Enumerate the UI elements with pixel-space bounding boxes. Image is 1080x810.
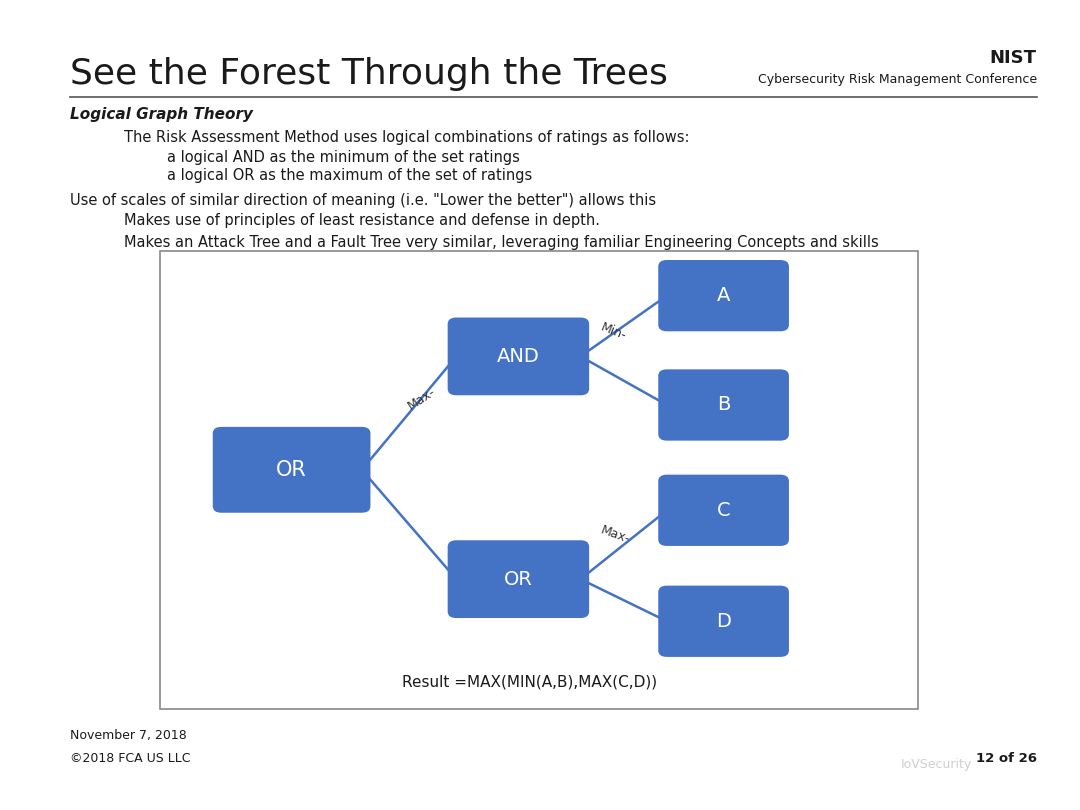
Text: Logical Graph Theory: Logical Graph Theory xyxy=(70,107,253,122)
Text: The Risk Assessment Method uses logical combinations of ratings as follows:: The Risk Assessment Method uses logical … xyxy=(124,130,690,145)
Text: Use of scales of similar direction of meaning (i.e. "Lower the better") allows t: Use of scales of similar direction of me… xyxy=(70,193,657,208)
Text: Min-: Min- xyxy=(598,321,627,343)
FancyBboxPatch shape xyxy=(213,427,370,513)
Text: a logical AND as the minimum of the set ratings: a logical AND as the minimum of the set … xyxy=(167,150,521,165)
FancyBboxPatch shape xyxy=(659,369,788,441)
FancyBboxPatch shape xyxy=(659,475,788,546)
Text: See the Forest Through the Trees: See the Forest Through the Trees xyxy=(70,57,669,91)
Text: NIST: NIST xyxy=(989,49,1037,66)
Text: OR: OR xyxy=(504,569,532,589)
Text: A: A xyxy=(717,286,730,305)
Bar xyxy=(160,251,918,709)
Text: Cybersecurity Risk Management Conference: Cybersecurity Risk Management Conference xyxy=(758,73,1037,86)
Text: OR: OR xyxy=(276,460,307,480)
FancyBboxPatch shape xyxy=(447,540,590,618)
FancyBboxPatch shape xyxy=(659,260,788,331)
Text: November 7, 2018: November 7, 2018 xyxy=(70,729,187,742)
Text: C: C xyxy=(717,501,730,520)
FancyBboxPatch shape xyxy=(447,318,590,395)
Text: B: B xyxy=(717,395,730,415)
Text: Makes an Attack Tree and a Fault Tree very similar, leveraging familiar Engineer: Makes an Attack Tree and a Fault Tree ve… xyxy=(124,235,879,250)
Text: Result =MAX(MIN(A,B),MAX(C,D)): Result =MAX(MIN(A,B),MAX(C,D)) xyxy=(402,675,657,689)
Text: IoVSecurity: IoVSecurity xyxy=(901,758,972,771)
Text: Max-: Max- xyxy=(598,523,632,546)
Text: Max-: Max- xyxy=(405,385,437,412)
Text: ©2018 FCA US LLC: ©2018 FCA US LLC xyxy=(70,752,191,765)
Text: 12 of 26: 12 of 26 xyxy=(976,752,1037,765)
Text: Makes use of principles of least resistance and defense in depth.: Makes use of principles of least resista… xyxy=(124,213,600,228)
Text: D: D xyxy=(716,612,731,631)
Text: a logical OR as the maximum of the set of ratings: a logical OR as the maximum of the set o… xyxy=(167,168,532,183)
FancyBboxPatch shape xyxy=(659,586,788,657)
Text: AND: AND xyxy=(497,347,540,366)
